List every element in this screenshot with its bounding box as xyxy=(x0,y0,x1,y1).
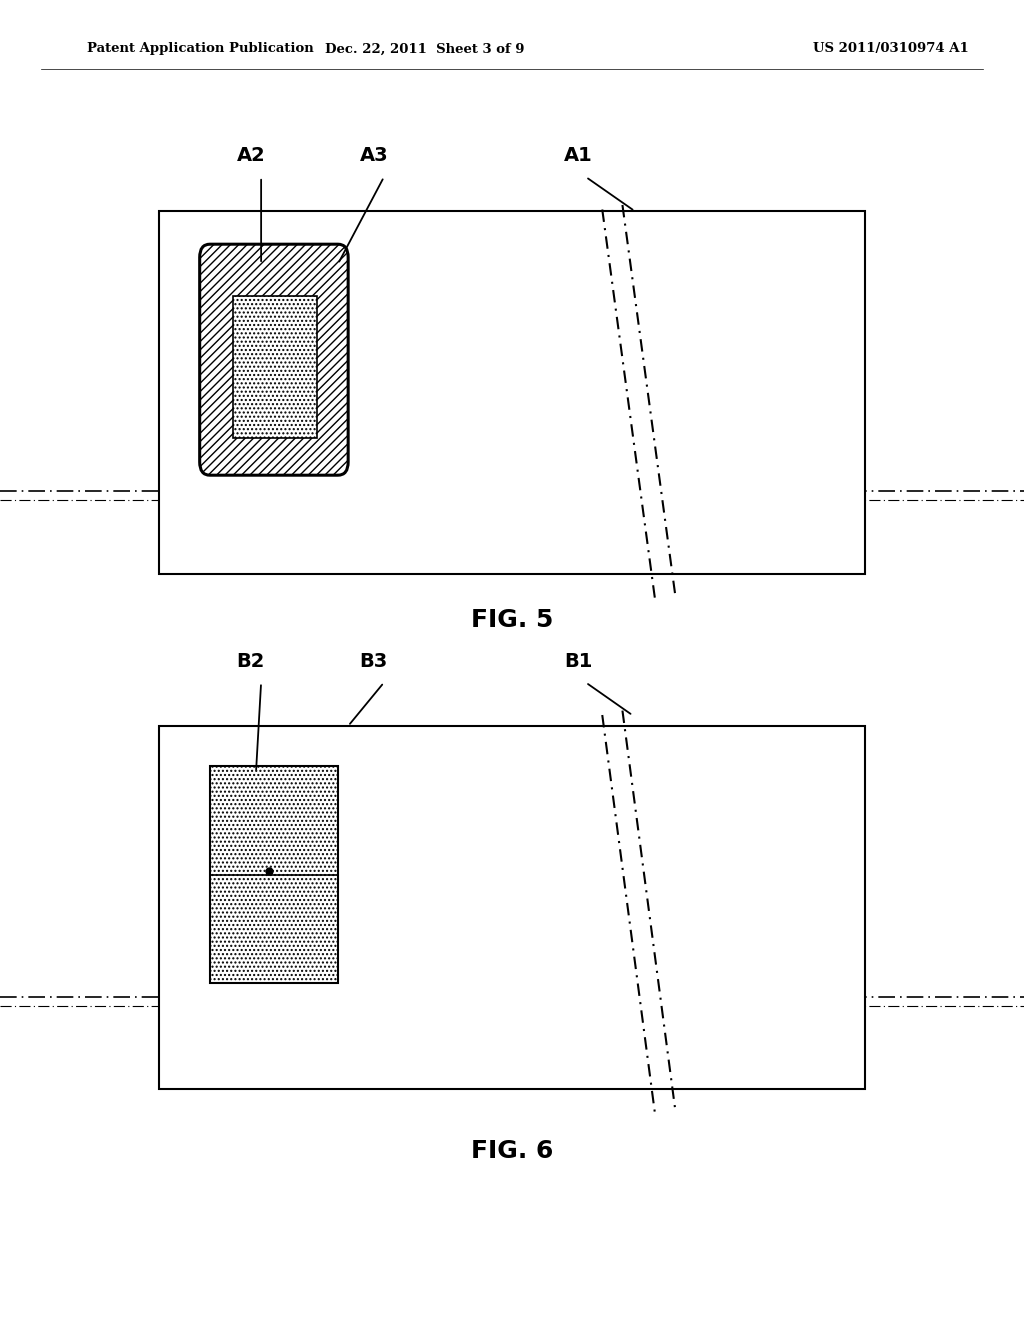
Bar xyxy=(233,296,317,438)
Text: US 2011/0310974 A1: US 2011/0310974 A1 xyxy=(813,42,969,55)
Text: FIG. 6: FIG. 6 xyxy=(471,1139,553,1163)
Text: Patent Application Publication: Patent Application Publication xyxy=(87,42,313,55)
Text: A3: A3 xyxy=(359,147,388,165)
Bar xyxy=(159,211,865,574)
Text: Dec. 22, 2011  Sheet 3 of 9: Dec. 22, 2011 Sheet 3 of 9 xyxy=(326,42,524,55)
Text: A1: A1 xyxy=(564,147,593,165)
Text: B3: B3 xyxy=(359,652,388,671)
Text: FIG. 5: FIG. 5 xyxy=(471,609,553,632)
Text: A2: A2 xyxy=(237,147,265,165)
FancyBboxPatch shape xyxy=(200,244,348,475)
Text: B2: B2 xyxy=(237,652,265,671)
Text: B1: B1 xyxy=(564,652,593,671)
Bar xyxy=(210,766,338,983)
Bar xyxy=(159,726,865,1089)
